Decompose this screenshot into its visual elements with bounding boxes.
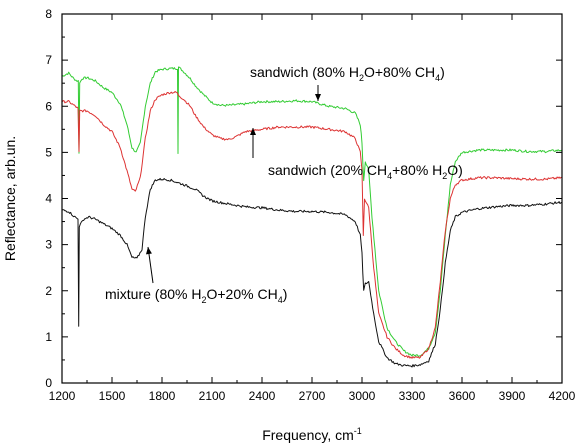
x-tick-label: 2100 [199, 389, 226, 403]
annotation-text-part: 4 [387, 171, 392, 181]
x-tick-label: 1500 [99, 389, 126, 403]
x-tick-label: 3900 [499, 389, 526, 403]
series-red-line [61, 91, 563, 359]
annotation-mixture: mixture (80% H2O+20% CH4) [105, 286, 287, 305]
y-tick-label: 2 [45, 284, 52, 298]
annotation-green-sandwich: sandwich (80% H2O+80% CH4) [250, 64, 445, 83]
x-tick-label: 4200 [549, 389, 576, 403]
x-tick-label: 3000 [349, 389, 376, 403]
arrow-red-sandwich [250, 128, 256, 158]
series-black-line [61, 177, 563, 368]
y-tick-label: 3 [45, 238, 52, 252]
y-tick-label: 7 [45, 53, 52, 67]
y-tick-label: 4 [45, 192, 52, 206]
annotation-text-part: +80% H [392, 162, 442, 178]
y-tick-label: 8 [45, 7, 52, 21]
annotation-text-part: 4 [278, 295, 283, 305]
annotation-text-part: O+80% CH [364, 64, 435, 80]
annotation-text-part: O+20% CH [206, 286, 277, 302]
annotation-red-sandwich: sandwich (20% CH4+80% H2O) [268, 162, 463, 181]
y-axis-title: Reflectance, arb.un. [2, 136, 18, 261]
x-tick-label: 2700 [299, 389, 326, 403]
x-axis-title-main: Frequency, cm [262, 427, 354, 443]
x-tick-label: 3300 [399, 389, 426, 403]
y-tick-label: 0 [45, 376, 52, 390]
arrow-mixture [145, 246, 154, 284]
annotation-text-part: ) [283, 286, 288, 302]
annotation-layer: sandwich (80% H2O+80% CH4)sandwich (20% … [105, 64, 463, 305]
y-tick-label: 1 [45, 330, 52, 344]
ticks-layer: 1200 1500 1800 2100 2400 2700 3000 3300 3600 3900… [45, 7, 575, 403]
x-axis-title: Frequency, cm-1 [262, 426, 362, 443]
annotation-text-part: sandwich (80% H [250, 64, 359, 80]
annotation-text-part: sandwich (20% CH [268, 162, 387, 178]
annotation-text-part: ) [440, 64, 445, 80]
annotation-text-part: mixture (80% H [105, 286, 201, 302]
annotation-text-part: 2 [359, 73, 364, 83]
y-tick-label: 5 [45, 145, 52, 159]
series-green-line [61, 66, 563, 357]
series-layer [61, 66, 563, 368]
annotation-text-part: 2 [442, 171, 447, 181]
arrow-green-sandwich [315, 85, 321, 101]
annotation-text-part: O) [447, 162, 463, 178]
x-tick-label: 1800 [149, 389, 176, 403]
x-tick-label: 3600 [449, 389, 476, 403]
x-axis-title-exponent: -1 [354, 426, 362, 436]
annotation-text-part: 2 [201, 295, 206, 305]
x-tick-label: 2400 [249, 389, 276, 403]
annotation-text-part: 4 [435, 73, 440, 83]
x-tick-label: 1200 [49, 389, 76, 403]
y-tick-label: 6 [45, 99, 52, 113]
